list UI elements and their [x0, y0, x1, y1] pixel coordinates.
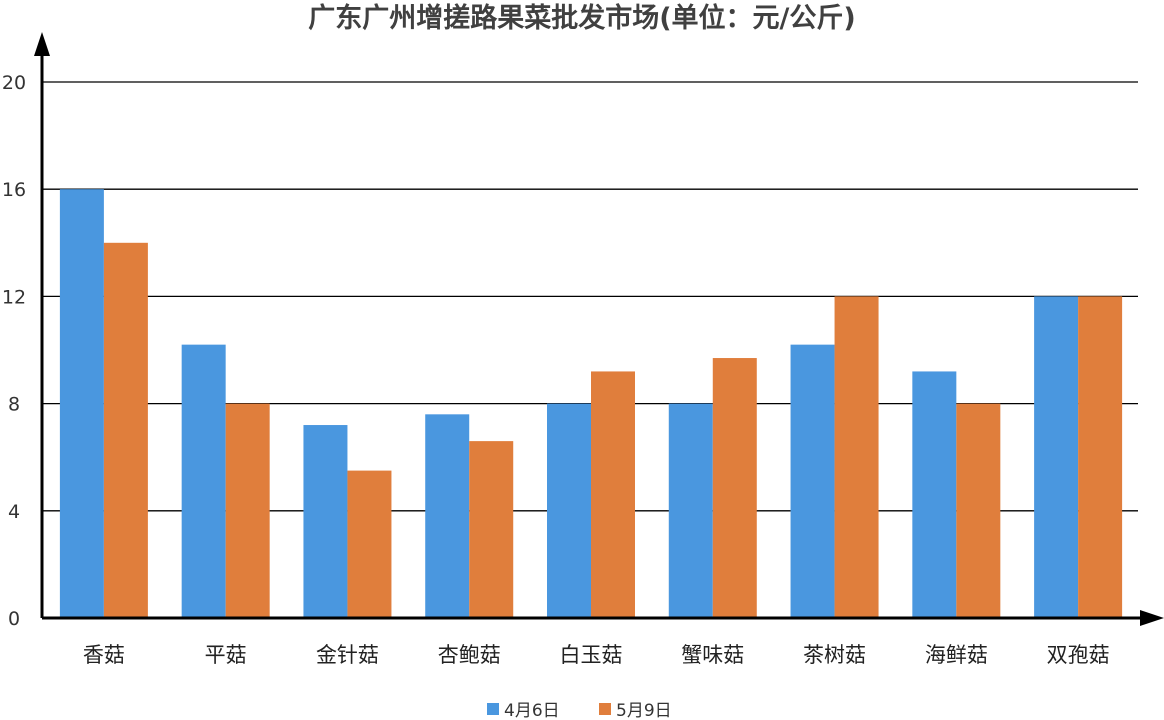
bar-2 — [591, 371, 635, 618]
x-tick-label: 平菇 — [205, 643, 247, 667]
axes — [34, 32, 1164, 626]
bar-2 — [469, 441, 514, 618]
x-tick-label: 香菇 — [83, 643, 125, 667]
bar-2 — [834, 296, 879, 618]
bar-1 — [425, 414, 470, 618]
y-tick-label: 0 — [8, 608, 20, 630]
bar-1 — [547, 403, 591, 618]
bar-1 — [181, 344, 226, 618]
bar-2 — [347, 470, 392, 618]
x-tick-label: 双孢菇 — [1047, 643, 1110, 667]
bar-1 — [668, 403, 713, 618]
bar-2 — [103, 242, 148, 619]
legend: 4月6日 5月9日 — [487, 701, 672, 720]
y-tick-label: 8 — [8, 394, 20, 416]
bar-2 — [956, 403, 1001, 618]
bar-1 — [1034, 296, 1079, 618]
x-tick-label: 杏鲍菇 — [438, 643, 501, 667]
legend-swatch — [599, 703, 611, 715]
y-tick-label: 12 — [2, 286, 26, 308]
y-tick-label: 16 — [2, 179, 26, 201]
bar-1 — [790, 344, 835, 618]
y-tick-labels: 0 4 8 12 16 20 — [2, 72, 26, 630]
bar-2 — [1078, 296, 1123, 618]
chart-title: 广东广州增搓路果菜批发市场(单位：元/公斤) — [308, 2, 856, 34]
bar-1 — [912, 371, 957, 618]
bar-1 — [303, 425, 348, 618]
bar-1 — [59, 189, 104, 618]
y-tick-label: 4 — [8, 501, 20, 523]
x-tick-label: 茶树菇 — [803, 643, 866, 667]
y-tick-label: 20 — [2, 72, 26, 94]
bar-2 — [712, 358, 757, 618]
bar-group — [59, 189, 1123, 619]
y-axis-arrow — [34, 32, 50, 56]
legend-label: 5月9日 — [616, 701, 672, 720]
x-axis-arrow — [1140, 610, 1164, 626]
legend-swatch — [487, 703, 499, 715]
legend-label: 4月6日 — [504, 701, 560, 720]
x-tick-label: 金针菇 — [316, 643, 379, 667]
x-tick-label: 海鲜菇 — [925, 643, 988, 667]
x-tick-labels: 香菇 平菇 金针菇 杏鲍菇 白玉菇 蟹味菇 茶树菇 海鲜菇 双孢菇 — [83, 643, 1110, 667]
x-tick-label: 白玉菇 — [560, 643, 623, 667]
x-tick-label: 蟹味菇 — [681, 643, 744, 667]
bar-2 — [225, 403, 270, 618]
